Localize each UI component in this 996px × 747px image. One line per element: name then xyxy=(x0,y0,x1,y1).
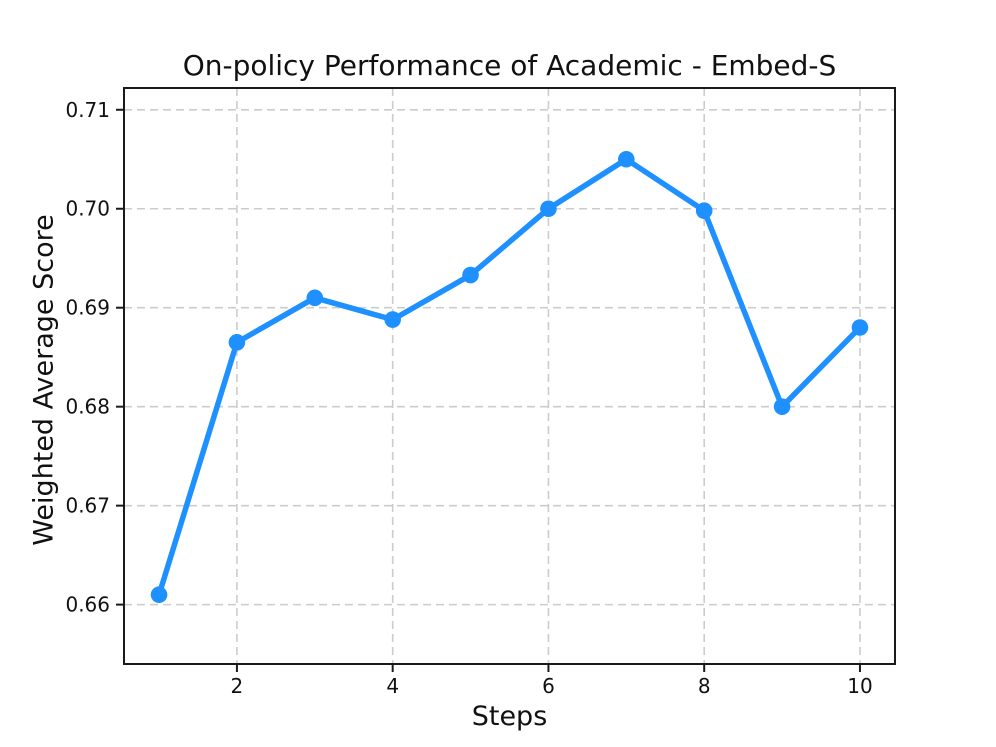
y-tick-label: 0.71 xyxy=(65,98,110,122)
x-tick-label: 8 xyxy=(698,674,711,698)
x-tick-label: 4 xyxy=(386,674,399,698)
chart-title: On-policy Performance of Academic - Embe… xyxy=(182,49,837,82)
x-axis-label: Steps xyxy=(471,701,548,732)
data-point xyxy=(306,289,324,307)
data-point xyxy=(695,202,713,220)
data-point xyxy=(851,319,869,336)
data-point xyxy=(773,398,791,415)
x-tick-label: 6 xyxy=(542,674,555,698)
data-line xyxy=(156,156,863,598)
y-tick-label: 0.66 xyxy=(65,593,110,617)
data-point xyxy=(384,311,401,328)
x-tick-label: 2 xyxy=(231,674,244,698)
y-tick-label: 0.67 xyxy=(65,494,110,518)
data-point xyxy=(462,266,479,284)
data-point xyxy=(540,200,557,218)
x-tick-label: 10 xyxy=(847,674,872,698)
y-tick-label: 0.70 xyxy=(65,197,110,221)
data-point xyxy=(150,586,168,604)
data-point xyxy=(618,150,635,168)
plot-border xyxy=(123,87,896,665)
data-point xyxy=(228,334,246,351)
y-tick-label: 0.68 xyxy=(65,395,110,419)
y-tick-label: 0.69 xyxy=(65,296,110,320)
